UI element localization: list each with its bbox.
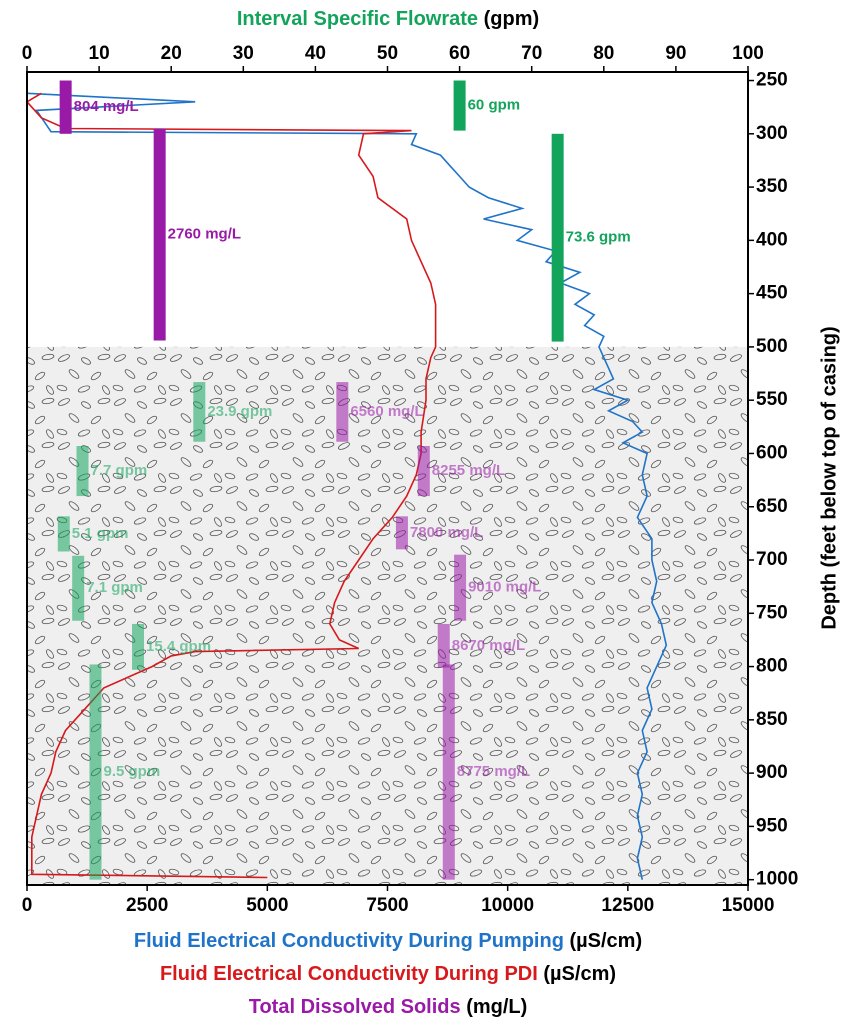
interval-bar <box>72 555 85 621</box>
y-tick-label: 600 <box>756 442 788 463</box>
interval-label: 804 mg/L <box>74 98 139 115</box>
x-axis-title: Fluid Electrical Conductivity During PDI… <box>160 963 616 985</box>
top-tick-label: 30 <box>233 43 254 64</box>
interval-label: 15.4 gpm <box>146 638 211 655</box>
interval-label: 8775 mg/L <box>457 763 530 780</box>
top-tick-label: 60 <box>449 43 470 64</box>
interval-bar <box>193 382 206 442</box>
y-tick-label: 900 <box>756 762 788 783</box>
interval-label: 7.1 gpm <box>86 579 143 596</box>
interval-bar <box>453 80 466 131</box>
top-axis-title: Interval Specific Flowrate (gpm) <box>237 8 539 30</box>
interval-bar <box>454 554 467 621</box>
interval-bar <box>442 664 455 880</box>
bottom-tick-label: 10000 <box>481 895 534 916</box>
y-tick-label: 550 <box>756 389 788 410</box>
top-tick-label: 80 <box>593 43 614 64</box>
interval-bar <box>57 516 70 552</box>
interval-label: 6560 mg/L <box>350 403 423 420</box>
y-tick-label: 500 <box>756 336 788 357</box>
top-tick-label: 70 <box>521 43 542 64</box>
interval-bar <box>132 623 145 670</box>
bottom-tick-label: 12500 <box>601 895 654 916</box>
conductivity-line <box>26 92 668 880</box>
bottom-tick-label: 15000 <box>722 895 775 916</box>
interval-label: 7800 mg/L <box>410 524 483 541</box>
interval-bar <box>336 382 349 442</box>
y-tick-label: 300 <box>756 123 788 144</box>
interval-bar <box>417 446 430 497</box>
x-axis-label: Fluid Electrical Conductivity During Pum… <box>134 930 564 952</box>
x-axis-unit: (mg/L) <box>466 996 527 1018</box>
bottom-tick-label: 7500 <box>366 895 408 916</box>
x-axis-title: Fluid Electrical Conductivity During Pum… <box>134 930 642 952</box>
interval-bar <box>551 133 564 342</box>
bottom-tick-label: 0 <box>22 895 33 916</box>
y-tick-label: 850 <box>756 709 788 730</box>
top-tick-label: 40 <box>305 43 326 64</box>
y-tick-label: 650 <box>756 496 788 517</box>
interval-label: 23.9 gpm <box>207 403 272 420</box>
y-tick-label: 450 <box>756 283 788 304</box>
interval-label: 2760 mg/L <box>168 225 241 242</box>
interval-label: 9010 mg/L <box>468 579 541 596</box>
x-axis-title: Total Dissolved Solids (mg/L) <box>249 996 528 1018</box>
top-axis-label: Interval Specific Flowrate <box>237 8 478 30</box>
top-tick-label: 20 <box>161 43 182 64</box>
y-tick-label: 750 <box>756 602 788 623</box>
top-axis-unit: (gpm) <box>484 8 540 30</box>
interval-bar <box>153 128 166 341</box>
x-axis-label: Total Dissolved Solids <box>249 996 461 1018</box>
y-tick-label: 350 <box>756 176 788 197</box>
y-tick-label: 800 <box>756 656 788 677</box>
lithology-pattern <box>27 346 748 885</box>
interval-bar <box>76 446 89 497</box>
y-axis-title: Depth (feet below top of casing) <box>818 326 840 629</box>
y-tick-label: 950 <box>756 815 788 836</box>
y-tick-label: 700 <box>756 549 788 570</box>
interval-label: 60 gpm <box>468 97 521 114</box>
conductivity-line <box>25 92 437 879</box>
interval-bar <box>89 664 102 880</box>
interval-label: 5.1 gpm <box>72 525 129 542</box>
y-tick-label: 1000 <box>756 869 798 890</box>
top-tick-label: 10 <box>89 43 110 64</box>
x-axis-unit: (µS/cm) <box>543 963 616 985</box>
top-tick-label: 0 <box>22 43 33 64</box>
bottom-tick-label: 2500 <box>126 895 168 916</box>
interval-bar <box>437 623 450 668</box>
interval-label: 73.6 gpm <box>566 229 631 246</box>
x-axis-label: Fluid Electrical Conductivity During PDI <box>160 963 538 985</box>
x-axis-unit: (µS/cm) <box>569 930 642 952</box>
interval-bar <box>59 80 72 134</box>
top-tick-label: 100 <box>732 43 764 64</box>
y-tick-label: 400 <box>756 229 788 250</box>
interval-label: 7.7 gpm <box>91 462 148 479</box>
top-tick-label: 90 <box>665 43 686 64</box>
interval-bar <box>395 516 408 550</box>
interval-label: 8255 mg/L <box>432 462 505 479</box>
interval-label: 9.5 gpm <box>103 763 160 780</box>
y-tick-label: 250 <box>756 70 788 91</box>
interval-label: 8670 mg/L <box>452 637 525 654</box>
bottom-tick-label: 5000 <box>246 895 288 916</box>
top-tick-label: 50 <box>377 43 398 64</box>
